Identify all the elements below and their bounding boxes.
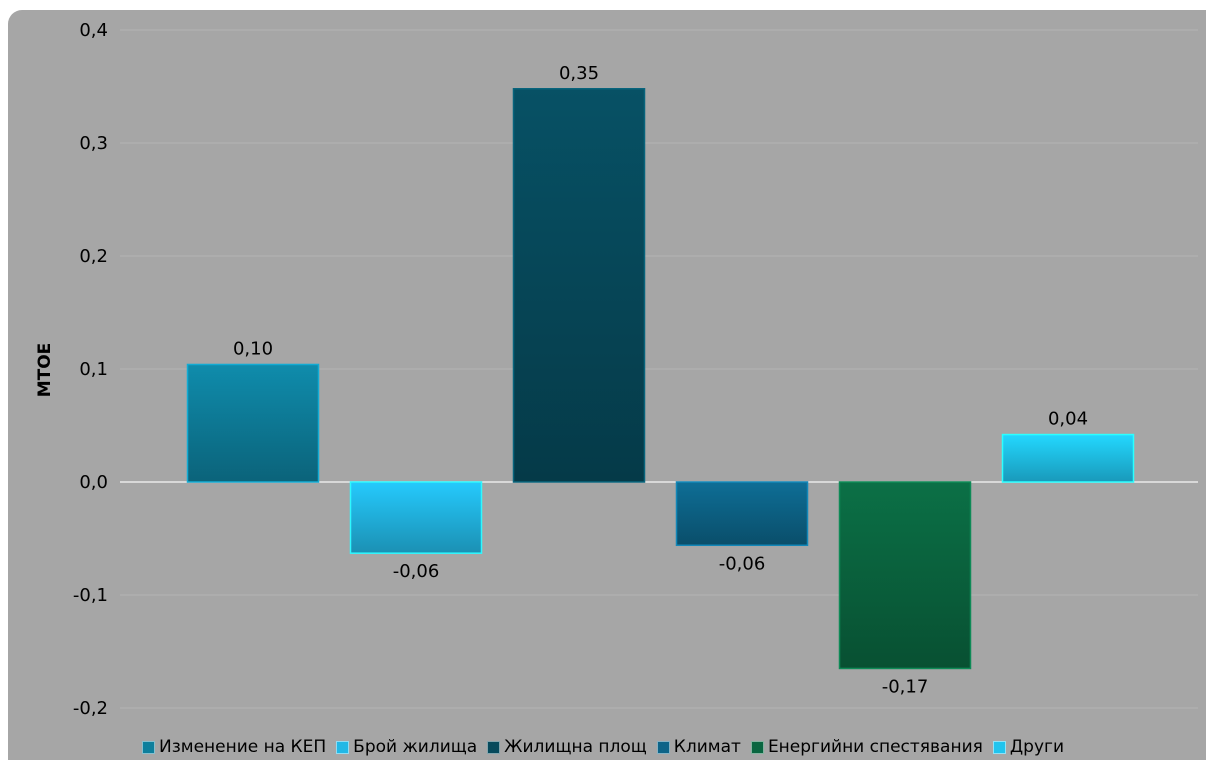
legend: Изменение на КЕП Брой жилища Жилищна площ К… bbox=[0, 734, 1206, 760]
legend-item: Климат bbox=[656, 737, 741, 757]
bar bbox=[512, 88, 646, 483]
data-label: -0,06 bbox=[719, 553, 766, 574]
y-tick-label: 0,2 bbox=[79, 246, 108, 267]
bars-layer bbox=[186, 88, 1135, 670]
legend-label: Брой жилища bbox=[353, 737, 478, 757]
bar bbox=[675, 481, 809, 547]
legend-swatch bbox=[336, 740, 350, 754]
legend-label: Енергийни спестявания bbox=[767, 737, 983, 757]
y-tick-label: -0,2 bbox=[73, 698, 108, 719]
legend-item: Други bbox=[992, 737, 1064, 757]
data-label: -0,17 bbox=[882, 676, 929, 697]
y-tick-label: 0,3 bbox=[79, 133, 108, 154]
legend-swatch bbox=[656, 740, 670, 754]
y-axis-label: МТОЕ bbox=[35, 343, 55, 398]
legend-swatch bbox=[487, 740, 501, 754]
y-tick-label: 0,4 bbox=[79, 20, 108, 41]
bar bbox=[838, 481, 972, 670]
y-tick-label: -0,1 bbox=[73, 585, 108, 606]
bar bbox=[1001, 433, 1135, 483]
bar bbox=[349, 481, 483, 554]
legend-swatch bbox=[750, 740, 764, 754]
y-tick-label: 0,1 bbox=[79, 359, 108, 380]
legend-label: Климат bbox=[673, 737, 741, 757]
legend-label: Изменение на КЕП bbox=[158, 737, 327, 757]
y-tick-label: 0,0 bbox=[79, 472, 108, 493]
legend-item: Изменение на КЕП bbox=[141, 737, 327, 757]
legend-label: Жилищна площ bbox=[504, 737, 647, 757]
data-label: 0,35 bbox=[559, 63, 599, 84]
data-label: 0,04 bbox=[1048, 409, 1088, 430]
data-label: 0,10 bbox=[233, 338, 273, 359]
legend-label: Други bbox=[1009, 737, 1064, 757]
legend-item: Енергийни спестявания bbox=[750, 737, 983, 757]
legend-item: Жилищна площ bbox=[487, 737, 647, 757]
legend-item: Брой жилища bbox=[336, 737, 477, 757]
bar bbox=[186, 363, 320, 483]
legend-swatch bbox=[141, 740, 155, 754]
labels-layer: 0,4 0,3 0,2 0,1 0,0 -0,1 -0,2 0,10 -0,06 0,35 -0,0… bbox=[73, 20, 1088, 719]
data-label: -0,06 bbox=[393, 561, 440, 582]
legend-swatch bbox=[992, 740, 1006, 754]
bar-chart: 0,4 0,3 0,2 0,1 0,0 -0,1 -0,2 0,10 -0,06 0,35 -0,0… bbox=[35, 20, 1198, 719]
